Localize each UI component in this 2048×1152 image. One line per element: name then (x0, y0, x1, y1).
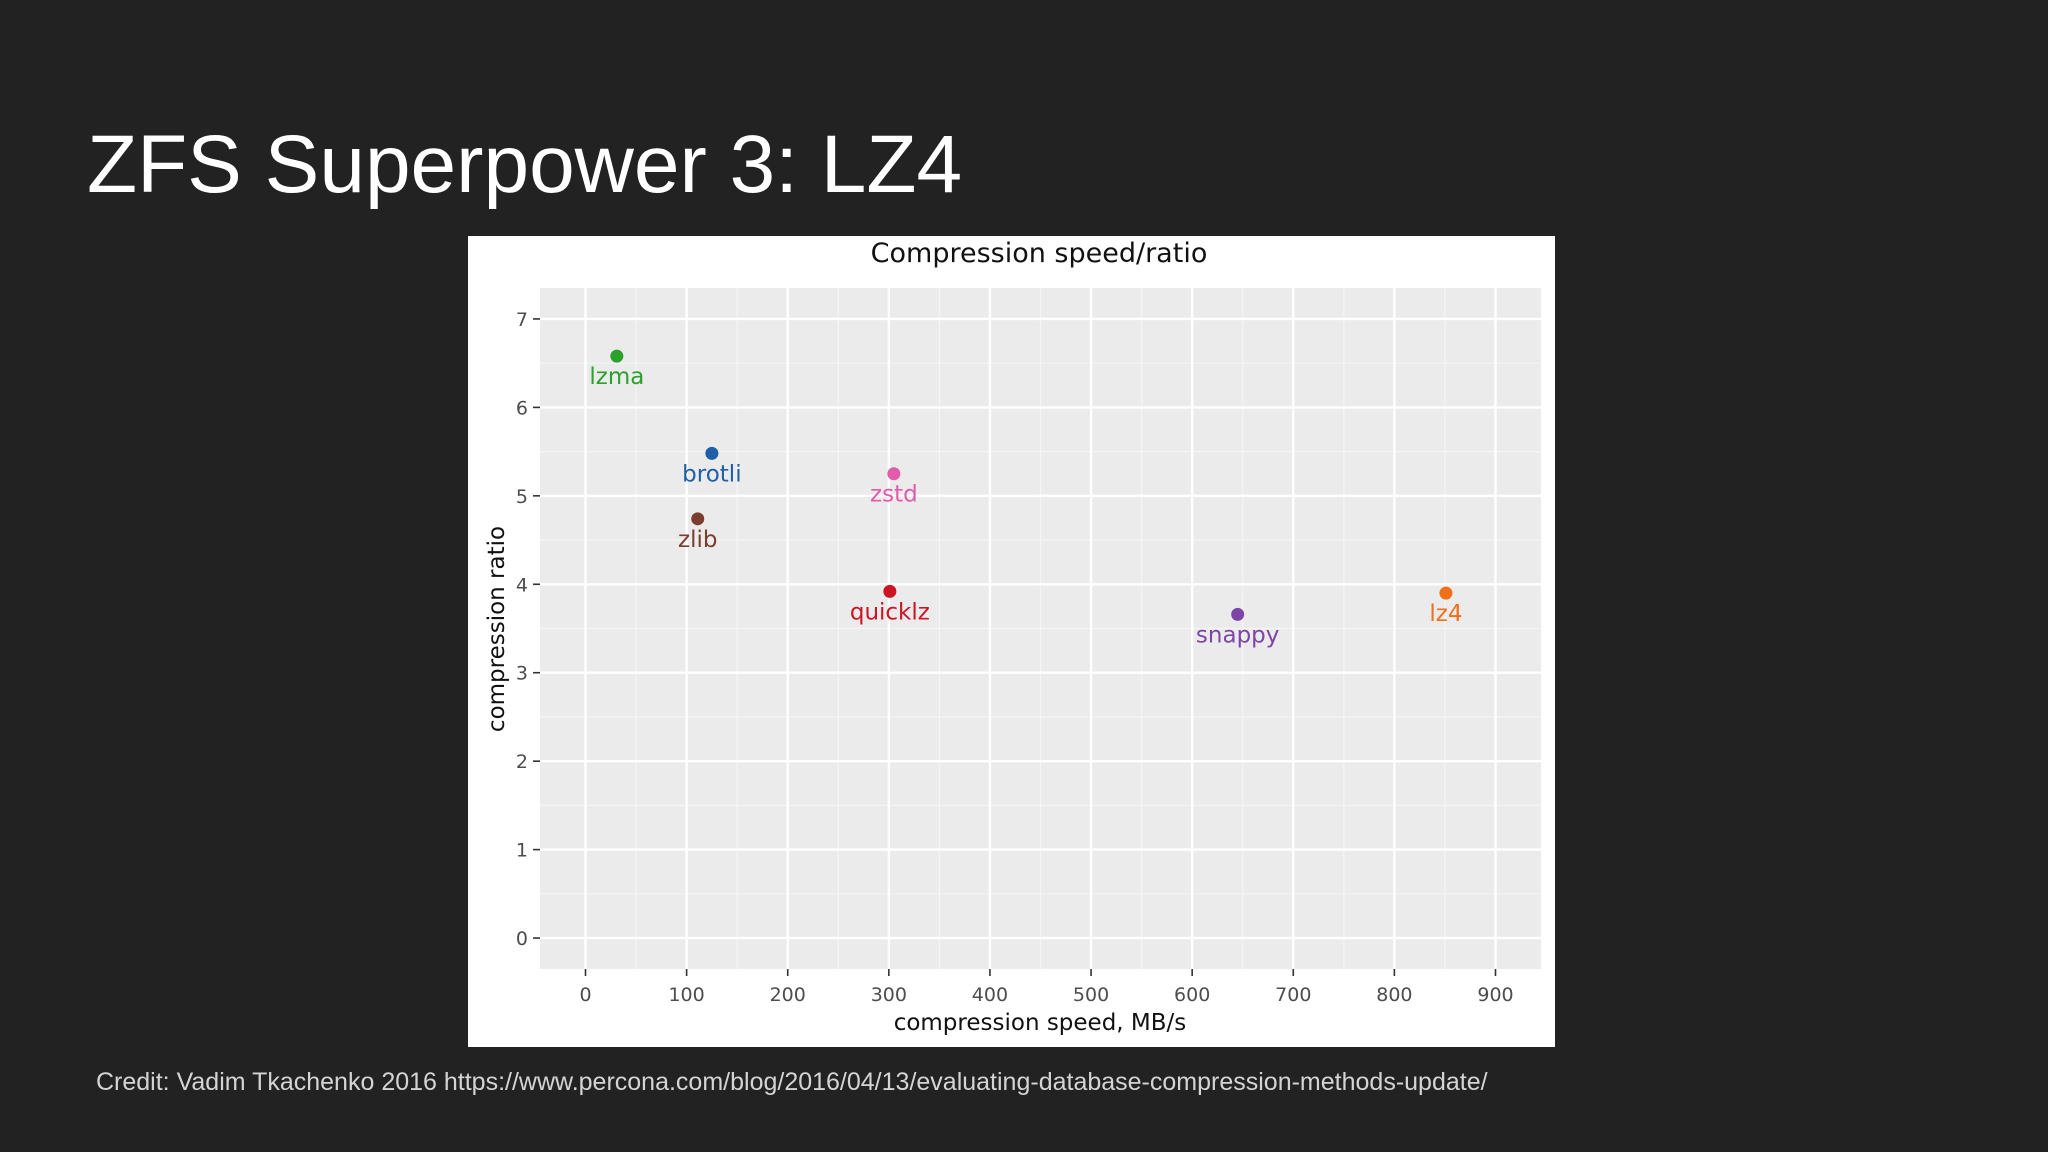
data-label-snappy: snappy (1196, 622, 1279, 648)
y-tick-label: 0 (516, 928, 528, 950)
x-tick-label: 800 (1376, 984, 1412, 1006)
data-point-zlib (691, 512, 705, 526)
x-tick-label: 400 (972, 984, 1008, 1006)
x-tick-label: 700 (1275, 984, 1311, 1006)
x-tick-label: 300 (871, 984, 907, 1006)
data-label-quicklz: quicklz (850, 599, 930, 625)
data-label-lzma: lzma (589, 364, 644, 390)
data-point-quicklz (883, 584, 897, 598)
y-tick-label: 1 (516, 840, 528, 862)
y-axis-label: compression ratio (484, 526, 510, 732)
major-gridlines (540, 288, 1541, 969)
data-points: lzma brotli zlib zstd quicklz snappy lz4 (589, 349, 1463, 648)
data-point-lz4 (1439, 586, 1453, 600)
data-point-snappy (1231, 607, 1245, 621)
data-point-zstd (887, 467, 901, 481)
y-tick-label: 3 (516, 663, 528, 685)
x-axis-label: compression speed, MB/s (894, 1010, 1187, 1036)
data-label-zstd: zstd (870, 482, 918, 508)
chart-panel: Compression speed/ratio 0 100 200 300 400 500… (468, 236, 1555, 1047)
axis-ticks: 0 100 200 300 400 500 600 700 800 900 0 1 2 3 4 5 6 7 (516, 309, 1514, 1006)
minor-gridlines (540, 288, 1541, 969)
data-point-lzma (610, 349, 624, 363)
data-label-zlib: zlib (678, 527, 717, 553)
y-tick-label: 6 (516, 397, 528, 419)
scatter-chart: Compression speed/ratio 0 100 200 300 400 500… (484, 238, 1541, 1036)
y-tick-label: 4 (516, 574, 528, 596)
y-tick-label: 5 (516, 486, 528, 508)
y-tick-label: 2 (516, 751, 528, 773)
credit-text: Credit: Vadim Tkachenko 2016 https://www… (96, 1068, 1488, 1096)
x-tick-label: 900 (1477, 984, 1513, 1006)
x-tick-label: 0 (579, 984, 591, 1006)
chart-title: Compression speed/ratio (871, 238, 1208, 269)
data-point-brotli (705, 446, 719, 460)
slide-title: ZFS Superpower 3: LZ4 (87, 119, 963, 210)
x-tick-label: 600 (1174, 984, 1210, 1006)
data-label-brotli: brotli (682, 461, 741, 487)
data-label-lz4: lz4 (1429, 601, 1462, 627)
y-tick-label: 7 (516, 309, 528, 331)
x-tick-label: 500 (1073, 984, 1109, 1006)
x-tick-label: 200 (770, 984, 806, 1006)
x-tick-label: 100 (668, 984, 704, 1006)
